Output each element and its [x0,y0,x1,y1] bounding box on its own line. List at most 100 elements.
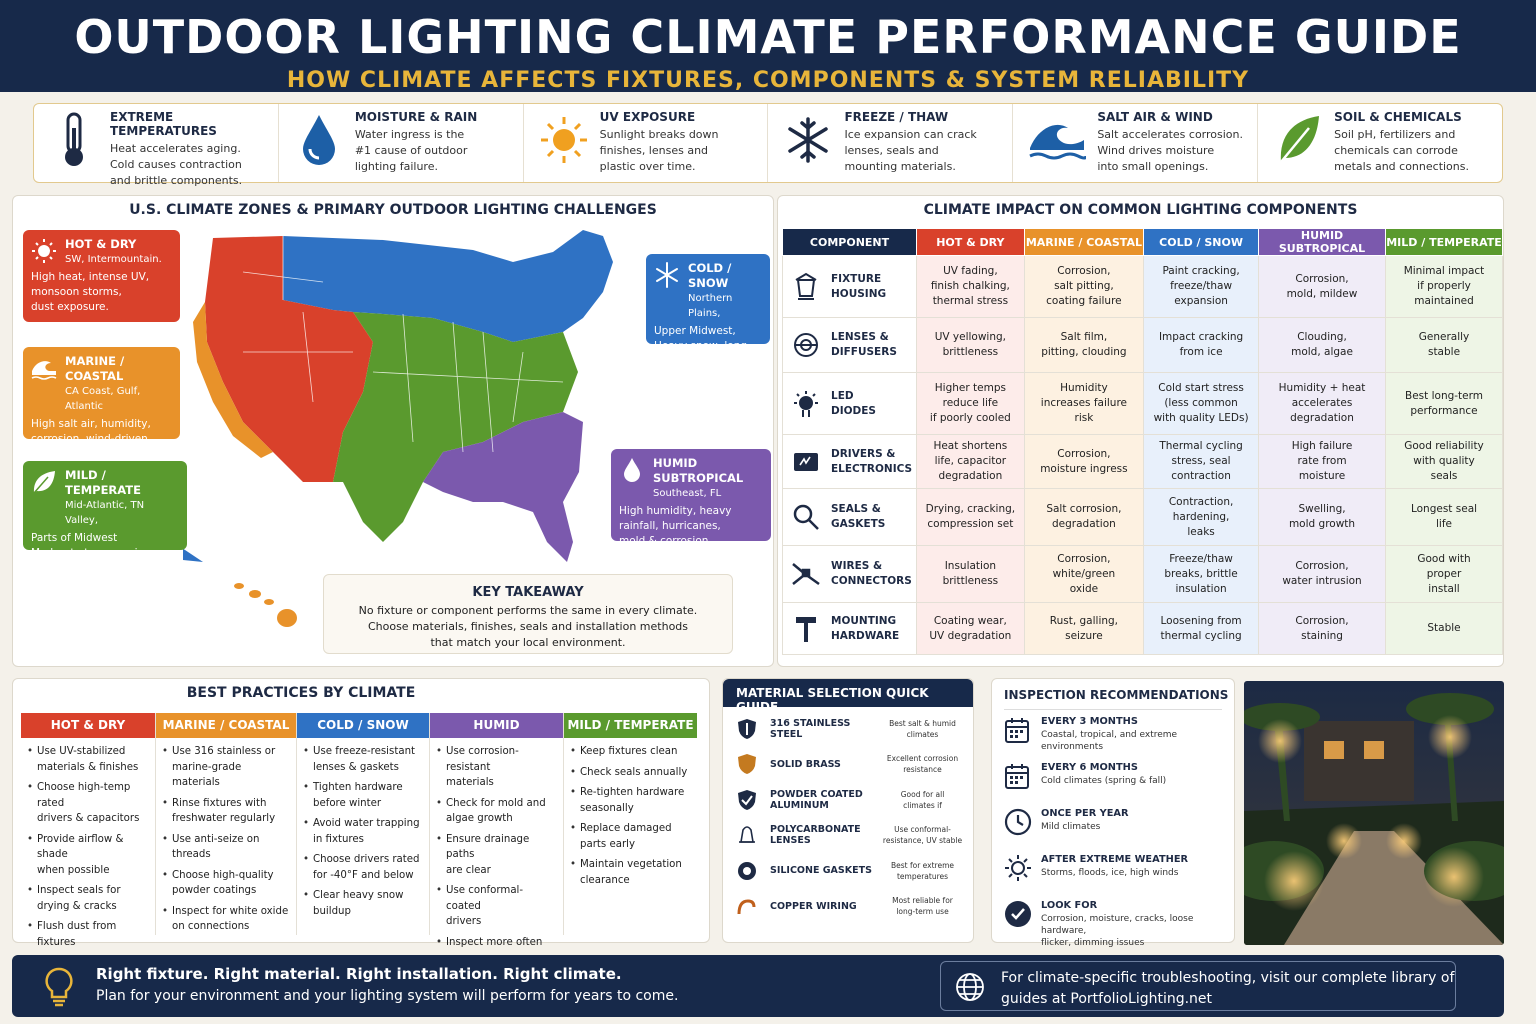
component-name-cell: FIXTURE HOUSING [781,255,918,318]
impact-cell: Thermal cycling stress, seal contraction [1143,434,1260,489]
best-practice-column-header: MILD / TEMPERATE [564,713,697,738]
water-drop-icon [293,110,345,170]
material-note: Good for all climates if [900,789,945,810]
sun-icon [31,238,59,266]
inspection-detail: Coastal, tropical, and extreme environme… [1041,730,1178,752]
footer-resource-text: For climate-specific troubleshooting, vi… [1001,970,1455,986]
impact-cell: Corrosion, mold, mildew [1258,255,1387,318]
list-item: Check seals annually [570,765,691,781]
material-name: POLYCARBONATE LENSES [770,824,861,847]
factor-title: UV EXPOSURE [599,110,696,124]
impact-cell: Impact cracking from ice [1143,317,1260,373]
zone-cold-snow-region [283,230,613,342]
impact-cell: Good with proper install [1385,545,1503,603]
driver-icon [787,447,825,477]
table-header-cell: MARINE / COASTAL [1023,228,1145,256]
inspection-interval: EVERY 3 MONTHS [1041,716,1138,727]
component-name-cell: SEALS & GASKETS [781,488,918,546]
climate-factors-strip: EXTREME TEMPERATURES Heat accelerates ag… [33,103,1503,187]
checkmark-icon [1004,900,1031,930]
inspection-row: EVERY 3 MONTHS Coastal, tropical, and ext… [992,716,1234,762]
gasket-icon [735,859,759,883]
inspection-interval: AFTER EXTREME WEATHER [1041,854,1189,865]
zone-marine-coastal-region [193,302,273,458]
stake-icon [787,614,825,644]
best-practice-column: MILD / TEMPERATE Keep fixtures clean Check… [564,713,697,935]
list-item: Inspect more often [436,935,557,951]
material-row: POLYCARBONATE LENSES Use conformal-resist… [723,818,973,854]
factor-desc: Salt accelerates corrosion. Wind drives m… [1097,128,1244,173]
footer-tagline: Right fixture. Right material. Right ins… [96,965,622,983]
portfolio-lighting-link[interactable]: PortfolioLighting.net [1070,991,1213,1007]
list-item: Flush dust from fixtures [27,919,149,950]
inspection-detail: Cold climates (spring & fall) [1041,776,1167,786]
impact-cell: Humidity + heat accelerates degradation [1258,372,1387,435]
key-takeaway-text: No fixture or component performs the sam… [358,604,698,649]
component-label: FIXTURE HOUSING [831,272,887,300]
impact-cell: Good reliability with quality seals [1385,434,1503,489]
best-practice-column-header: HOT & DRY [21,713,155,738]
wave-icon [1027,110,1087,170]
impact-cell: Cold start stress (less common with qualit… [1143,372,1260,435]
footer-subline: Plan for your environment and your light… [96,988,679,1004]
impact-cell: Corrosion, moisture ingress [1023,434,1145,489]
factor-title: SOIL & CHEMICALS [1334,110,1462,124]
material-guide-panel: MATERIAL SELECTION QUICK GUIDE 316 STAIN… [722,678,974,943]
best-practice-list: Keep fixtures clean Check seals annually R… [564,738,697,888]
material-name: SILICONE GASKETS [770,865,872,877]
impact-cell: Corrosion, water intrusion [1258,545,1387,603]
inspection-row: ONCE PER YEAR Mild climates [992,808,1234,854]
impact-cell: Paint cracking, freeze/thaw expansion [1143,255,1260,318]
factor-title: MOISTURE & RAIN [354,110,478,124]
component-label: LENSES & DIFFUSERS [831,331,897,358]
table-header-cell: COLD / SNOW [1143,228,1260,256]
impact-cell: Minimal impact if properly maintained [1385,255,1503,318]
footer-resource-box: For climate-specific troubleshooting, vi… [940,961,1456,1011]
inspection-title: INSPECTION RECOMMENDATIONS [1004,688,1229,702]
page-header: OUTDOOR LIGHTING CLIMATE PERFORMANCE GUI… [0,0,1536,93]
page-title: OUTDOOR LIGHTING CLIMATE PERFORMANCE GUI… [74,10,1462,64]
factor-moisture-rain: MOISTURE & RAIN Water ingress is the #1 c… [279,104,524,182]
water-drop-icon [619,457,647,485]
table-row: SEALS & GASKETS Drying, cracking, compressi… [781,488,1503,546]
material-guide-title: MATERIAL SELECTION QUICK GUIDE [723,679,973,714]
inspection-interval: EVERY 6 MONTHS [1041,762,1138,773]
led-icon [787,389,825,419]
calendar-icon [1004,762,1030,792]
zone-card-mild-temperate: MILD / TEMPERATE Mid-Atlantic, TN Valley… [23,461,187,574]
table-row: FIXTURE HOUSING UV fading, finish chalking,… [781,255,1503,318]
key-takeaway-box: KEY TAKEAWAY No fixture or component per… [323,574,733,654]
check-shield-icon [735,788,759,812]
inspection-row: AFTER EXTREME WEATHER Storms, floods, ice… [992,854,1234,900]
table-row: LENSES & DIFFUSERS UV yellowing, brittlenes… [781,317,1503,373]
impact-cell: Generally stable [1385,317,1503,373]
inspection-row: LOOK FOR Corrosion, moisture, cracks, loo… [992,900,1234,948]
best-practice-column-header: COLD / SNOW [297,713,429,738]
hawaii-map [234,583,297,627]
lightbulb-icon [42,965,76,1011]
zone-card-humid-subtropical: HUMID SUBTROPICAL Southeast, FL High hum… [611,449,771,547]
zone-card-hot-dry: HOT & DRY SW, Intermountain. High heat, … [23,230,180,322]
map-title: U.S. CLIMATE ZONES & PRIMARY OUTDOOR LIG… [129,202,657,218]
material-note: Use conformal-resistance, UV stable [882,825,963,846]
inspection-row: EVERY 6 MONTHS Cold climates (spring & fa… [992,762,1234,808]
impact-cell: Heat shortens life, capacitor degradation [916,434,1025,489]
wire-icon [787,559,825,589]
impact-cell: Corrosion, staining [1258,602,1387,655]
lens-icon [787,330,825,360]
material-note: Best for extreme temperatures [890,860,954,881]
best-practice-column-header: HUMID SUBTROPICAL [430,713,563,757]
material-name: SOLID BRASS [770,758,841,770]
magnifier-icon [787,502,825,532]
